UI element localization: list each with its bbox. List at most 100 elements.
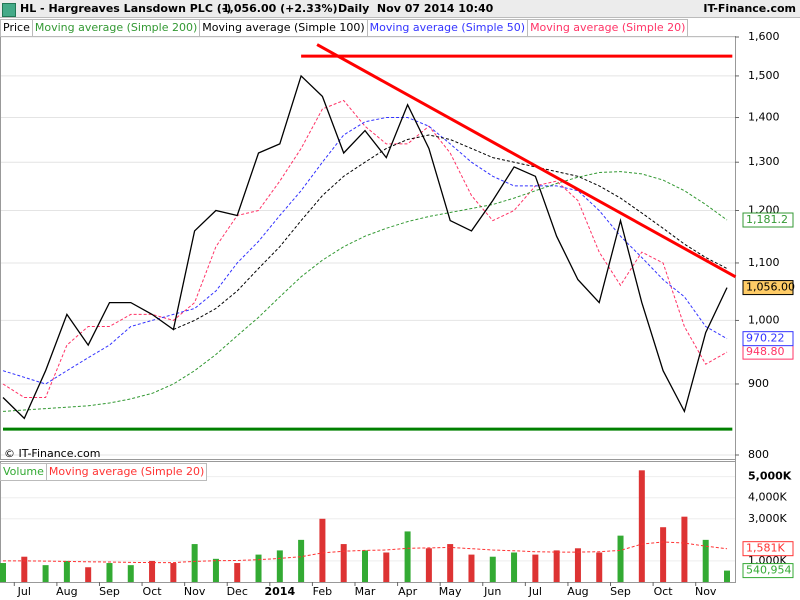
x-tick-label: Aug bbox=[567, 585, 588, 598]
last-value-box bbox=[742, 331, 794, 347]
series-line bbox=[3, 541, 728, 564]
volume-bar bbox=[298, 539, 305, 582]
x-tick-label: Apr bbox=[398, 585, 418, 598]
volume-bar bbox=[617, 535, 624, 582]
volume-bar bbox=[447, 544, 454, 582]
x-tick-label: Sep bbox=[99, 585, 120, 598]
last-value-label: 1,181.2 bbox=[746, 213, 788, 226]
series-line bbox=[2, 117, 728, 385]
series-line bbox=[173, 134, 728, 330]
last-value-box bbox=[742, 541, 794, 557]
volume-bar bbox=[42, 565, 49, 582]
x-tick-label: Nov bbox=[184, 585, 206, 598]
period: Daily Nov 07 2014 10:40 bbox=[338, 2, 494, 15]
trendline bbox=[316, 43, 737, 279]
series-line bbox=[2, 74, 728, 420]
y-tick-label: 1,500 bbox=[748, 69, 780, 82]
legend-entry: Moving average (Simple 20) bbox=[528, 19, 689, 37]
y-tick-label: 1,400 bbox=[748, 111, 780, 124]
title: HL - Hargreaves Lansdown PLC (-) bbox=[20, 2, 232, 15]
volume-bar bbox=[340, 544, 347, 582]
volume-bar bbox=[596, 552, 603, 582]
x-tick-label: Feb bbox=[313, 585, 332, 598]
series-line bbox=[2, 171, 728, 412]
x-tick-label: Aug bbox=[56, 585, 77, 598]
x-tick-label: Dec bbox=[227, 585, 248, 598]
last-value-box bbox=[742, 212, 794, 228]
last-value-box bbox=[742, 563, 794, 579]
volume-bar bbox=[404, 531, 411, 582]
x-tick-label: 2014 bbox=[265, 585, 296, 598]
volume-bar bbox=[149, 560, 156, 582]
volume-bar bbox=[425, 548, 432, 582]
legend-entry: Moving average (Simple 50) bbox=[367, 19, 529, 37]
volume-bar bbox=[702, 539, 709, 582]
brand: IT-Finance.com bbox=[703, 2, 796, 15]
last-value-label: 540,954 bbox=[746, 564, 792, 577]
volume-bar bbox=[191, 544, 198, 582]
legend-entry: Moving average (Simple 100) bbox=[200, 19, 368, 37]
volume-bar bbox=[553, 550, 560, 582]
volume-bar bbox=[276, 550, 283, 582]
legend-entry: Price bbox=[0, 19, 33, 37]
volume-bar bbox=[212, 558, 219, 582]
volume-bar bbox=[681, 516, 688, 582]
volume-bar bbox=[468, 554, 475, 582]
plot-frame bbox=[0, 36, 736, 460]
volume-bar bbox=[383, 552, 390, 582]
volume-bar bbox=[660, 527, 667, 582]
price-legend: Price Moving average (Simple 200) Moving a… bbox=[0, 19, 689, 37]
volume-bar bbox=[638, 470, 645, 582]
x-tick-label: Jun bbox=[483, 585, 501, 598]
volume-bar bbox=[319, 518, 326, 582]
legend-entry: Moving average (Simple 200) bbox=[32, 19, 201, 37]
y-tick-label: 800 bbox=[748, 448, 769, 461]
y-tick-label: 1,100 bbox=[748, 256, 780, 269]
quote: 1,056.00 (+2.33%) bbox=[222, 2, 338, 15]
volume-bar bbox=[724, 570, 730, 582]
volume-legend: Volume Moving average (Simple 20) bbox=[0, 463, 208, 481]
volume-bar bbox=[0, 563, 6, 582]
x-tick-label: Sep bbox=[610, 585, 631, 598]
last-value-label: 1,581K bbox=[746, 542, 785, 555]
x-tick-label: Jul bbox=[528, 585, 542, 598]
y-tick-label: 3,000K bbox=[748, 512, 787, 525]
header: HL - Hargreaves Lansdown PLC (-) 1,056.0… bbox=[0, 0, 800, 18]
volume-bar bbox=[532, 554, 539, 582]
volume-bar bbox=[234, 563, 241, 582]
x-tick-label: Oct bbox=[143, 585, 163, 598]
last-value-box bbox=[742, 280, 794, 296]
series-line bbox=[2, 99, 728, 398]
watermark: © IT-Finance.com bbox=[4, 447, 101, 460]
last-value-label: 948.80 bbox=[746, 345, 785, 358]
volume-bar bbox=[85, 567, 92, 582]
legend-entry: Moving average (Simple 20) bbox=[46, 463, 208, 481]
x-tick-label: Oct bbox=[654, 585, 674, 598]
volume-bar bbox=[21, 556, 28, 582]
x-tick-label: May bbox=[439, 585, 462, 598]
last-value-label: 1,056.00 bbox=[746, 281, 795, 294]
legend-entry: Volume bbox=[0, 463, 47, 481]
volume-bar bbox=[106, 563, 113, 582]
volume-bar bbox=[489, 556, 496, 582]
volume-bar bbox=[574, 548, 581, 582]
y-tick-label: 1,300 bbox=[748, 155, 780, 168]
x-tick-label: Mar bbox=[355, 585, 376, 598]
volume-bar bbox=[63, 560, 70, 582]
volume-bar bbox=[170, 563, 177, 582]
last-value-label: 970.22 bbox=[746, 332, 785, 345]
volume-bar bbox=[362, 550, 368, 582]
y-tick-label: 4,000K bbox=[748, 491, 787, 504]
volume-bar bbox=[511, 552, 518, 582]
y-tick-label: 1,000 bbox=[748, 313, 780, 326]
y-tick-label: 900 bbox=[748, 377, 769, 390]
volume-bar bbox=[255, 554, 262, 582]
y-tick-label: 5,000K bbox=[748, 470, 792, 483]
y-tick-label: 1,600 bbox=[748, 30, 780, 43]
app-icon bbox=[2, 3, 16, 17]
x-tick-label: Jul bbox=[17, 585, 31, 598]
x-tick-label: Nov bbox=[695, 585, 717, 598]
volume-bar bbox=[127, 565, 134, 582]
